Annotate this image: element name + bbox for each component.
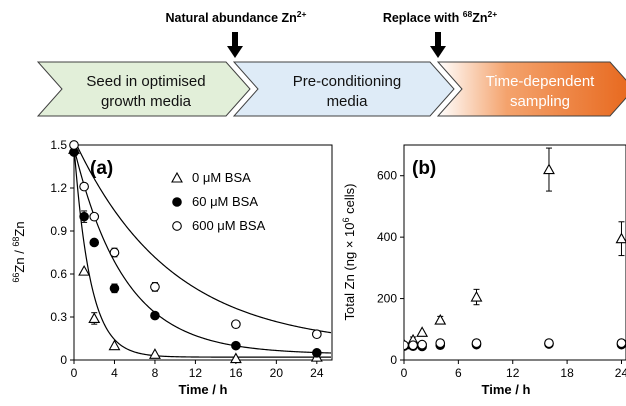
y-tick-label: 0 [390,353,397,367]
panel-a-data-points [68,140,323,364]
legend-marker-series-1 [172,197,182,207]
workflow-step-2-shape [232,61,455,117]
legend-label-series-2: 600 μM BSA [192,218,266,233]
x-tick-label: 0 [401,366,408,380]
y-tick-label: 600 [377,169,397,183]
data-point-series-2 [404,340,409,351]
y-tick-label: 400 [377,230,397,244]
data-point-series-2 [231,319,241,330]
workflow-step-3-label-line1: Time-dependent [486,73,596,90]
x-tick-label: 24 [615,366,626,380]
workflow-step-3-label-line2: sampling [510,93,570,110]
panel-a: 0 4 8 12 16 20 24 0 0.3 0.6 0.9 1.2 1.5 (a) Time / h… [11,138,333,397]
y-tick-label: 200 [377,292,397,306]
y-tick-label: 0.9 [50,224,67,238]
x-tick-label: 24 [310,366,324,380]
data-point-series-2 [417,339,427,350]
panel-b: 0 6 12 18 24 0 200 400 600 (b) Time / h Total Zn… [341,144,626,397]
data-point-series-1 [231,340,241,351]
data-point-series-2 [150,282,160,292]
panel-a-legend: 0 μM BSA 60 μM BSA 600 μM BSA [171,170,266,233]
down-arrow-icon [227,32,243,58]
panel-a-xlabel: Time / h [179,382,228,397]
x-tick-label: 12 [506,366,520,380]
data-point-series-2 [435,338,446,348]
data-point-series-1 [79,211,89,222]
workflow-step-3-shape [436,61,626,117]
x-tick-label: 6 [455,366,462,380]
data-point-series-2 [471,338,482,348]
data-point-series-0 [434,313,447,325]
panel-b-xlabel: Time / h [482,382,531,397]
legend-label-series-1: 60 μM BSA [192,194,258,209]
y-tick-label: 0 [60,353,67,367]
panel-b-plot-frame [403,144,626,361]
x-tick-label: 4 [111,366,118,380]
panel-b-axes: 0 6 12 18 24 0 200 400 600 [377,169,626,380]
data-point-series-2 [544,338,554,348]
legend-marker-series-2 [172,221,182,231]
data-point-series-2 [79,181,89,192]
data-point-series-1 [150,310,160,321]
workflow-step-1-label-line2: growth media [101,93,192,110]
y-tick-label: 0.3 [50,310,67,324]
workflow-step-2-label-line2: media [327,93,369,110]
data-point-series-2 [69,140,79,150]
data-point-series-0 [229,352,242,364]
data-point-series-1 [89,237,100,248]
panel-b-data-points [404,147,626,352]
workflow-step-1-label-line1: Seed in optimised [86,73,205,90]
workflow-step-1-shape [36,61,251,117]
data-point-series-0 [470,290,483,302]
fit-curve-series-2 [76,145,332,334]
data-point-series-1 [109,283,120,294]
data-point-series-0 [108,339,121,351]
panel-a-plot-frame [73,144,333,361]
workflow-step-2-label-line1: Pre-conditioning [293,73,401,90]
panel-a-axes: 0 4 8 12 16 20 24 0 0.3 0.6 0.9 1.2 1.5 [50,138,324,380]
data-point-series-2 [408,340,418,351]
legend-marker-series-0 [171,171,183,183]
data-point-series-0 [543,163,555,175]
fit-curve-series-1 [74,147,332,354]
x-tick-label: 18 [560,366,574,380]
x-tick-label: 16 [229,366,243,380]
data-point-series-2 [616,338,626,348]
fit-curve-series-0 [74,146,331,358]
data-point-series-2 [311,329,322,340]
marker-natural-abundance-label: Natural abundance Zn2+ [166,9,307,25]
y-tick-label: 1.2 [50,181,67,195]
data-point-series-0 [149,348,161,359]
data-point-series-0 [88,312,101,323]
data-point-series-0 [416,326,429,337]
panel-a-ylabel: 66Zn / 68Zn [11,221,27,282]
marker-replace-label: Replace with 68Zn2+ [383,9,497,25]
data-point-series-0 [615,232,626,244]
legend-label-series-0: 0 μM BSA [192,170,251,185]
panel-a-fit-curves [74,145,332,358]
y-tick-label: 0.6 [50,267,67,281]
x-tick-label: 20 [270,366,284,380]
panel-b-ylabel: Total Zn (ng × 106 cells) [341,184,357,321]
y-tick-label: 1.5 [50,138,67,152]
data-point-series-1 [312,348,322,358]
x-tick-label: 8 [152,366,159,380]
panel-b-label: (b) [412,158,436,179]
workflow-header: Seed in optimised growth media Pre-condi… [36,9,626,117]
data-point-series-2 [109,247,120,258]
data-point-series-0 [78,265,91,276]
x-tick-label: 0 [71,366,78,380]
panel-a-label: (a) [90,158,113,179]
x-tick-label: 12 [189,366,203,380]
data-point-series-2 [89,211,100,222]
down-arrow-icon [430,32,446,58]
